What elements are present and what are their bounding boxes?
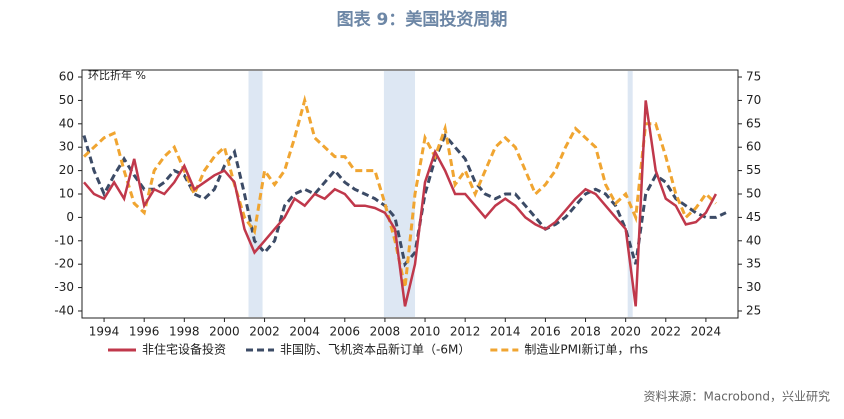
- y2-tick-label: 25: [746, 303, 761, 317]
- y-tick-label: 60: [59, 70, 74, 84]
- recession-band: [627, 71, 633, 317]
- y-tick-label: -10: [54, 233, 74, 247]
- chart-title: 图表 9：美国投资周期: [337, 9, 508, 30]
- y-tick-label: 10: [59, 187, 74, 201]
- x-tick-label: 2018: [570, 325, 601, 339]
- x-tick-label: 2006: [330, 325, 361, 339]
- y2-tick-label: 40: [746, 233, 761, 247]
- x-tick-label: 2008: [370, 325, 401, 339]
- y2-tick-label: 45: [746, 210, 761, 224]
- y-tick-label: 50: [59, 93, 74, 107]
- y-tick-label: 20: [59, 163, 74, 177]
- x-tick-label: 2016: [530, 325, 561, 339]
- series-line: [83, 100, 718, 307]
- y-axis-label: 环比折年 %: [88, 68, 146, 82]
- recession-band: [383, 71, 416, 317]
- x-tick-label: 2000: [209, 325, 240, 339]
- y-tick-label: 30: [59, 140, 74, 154]
- y-tick-label: 0: [66, 210, 74, 224]
- recession-band: [248, 71, 263, 317]
- legend-label: 非住宅设备投资: [142, 342, 226, 357]
- source: 资料来源：Macrobond，兴业研究: [644, 389, 831, 404]
- y-tick-label: -30: [54, 280, 74, 294]
- x-tick-label: 2024: [691, 325, 722, 339]
- y2-tick-label: 60: [746, 140, 761, 154]
- y2-tick-label: 30: [746, 280, 761, 294]
- x-tick-label: 1996: [129, 325, 160, 339]
- y-tick-label: -20: [54, 257, 74, 271]
- x-tick-label: 1994: [89, 325, 120, 339]
- y2-tick-label: 65: [746, 116, 761, 130]
- y2-tick-label: 75: [746, 70, 761, 84]
- x-tick-label: 2010: [410, 325, 441, 339]
- x-tick-label: 2012: [450, 325, 481, 339]
- y-tick-label: 40: [59, 116, 74, 130]
- y2-tick-label: 55: [746, 163, 761, 177]
- y2-tick-label: 70: [746, 93, 761, 107]
- x-tick-label: 1998: [169, 325, 200, 339]
- legend-label: 制造业PMI新订单，rhs: [524, 342, 648, 357]
- y-tick-label: -40: [54, 303, 74, 317]
- x-tick-label: 2014: [490, 325, 521, 339]
- x-tick-label: 2002: [249, 325, 280, 339]
- legend-label: 非国防、飞机资本品新订单（-6M）: [280, 342, 470, 357]
- y2-tick-label: 50: [746, 187, 761, 201]
- x-tick-label: 2020: [610, 325, 641, 339]
- y2-tick-label: 35: [746, 257, 761, 271]
- x-tick-label: 2004: [289, 325, 320, 339]
- x-tick-label: 2022: [651, 325, 682, 339]
